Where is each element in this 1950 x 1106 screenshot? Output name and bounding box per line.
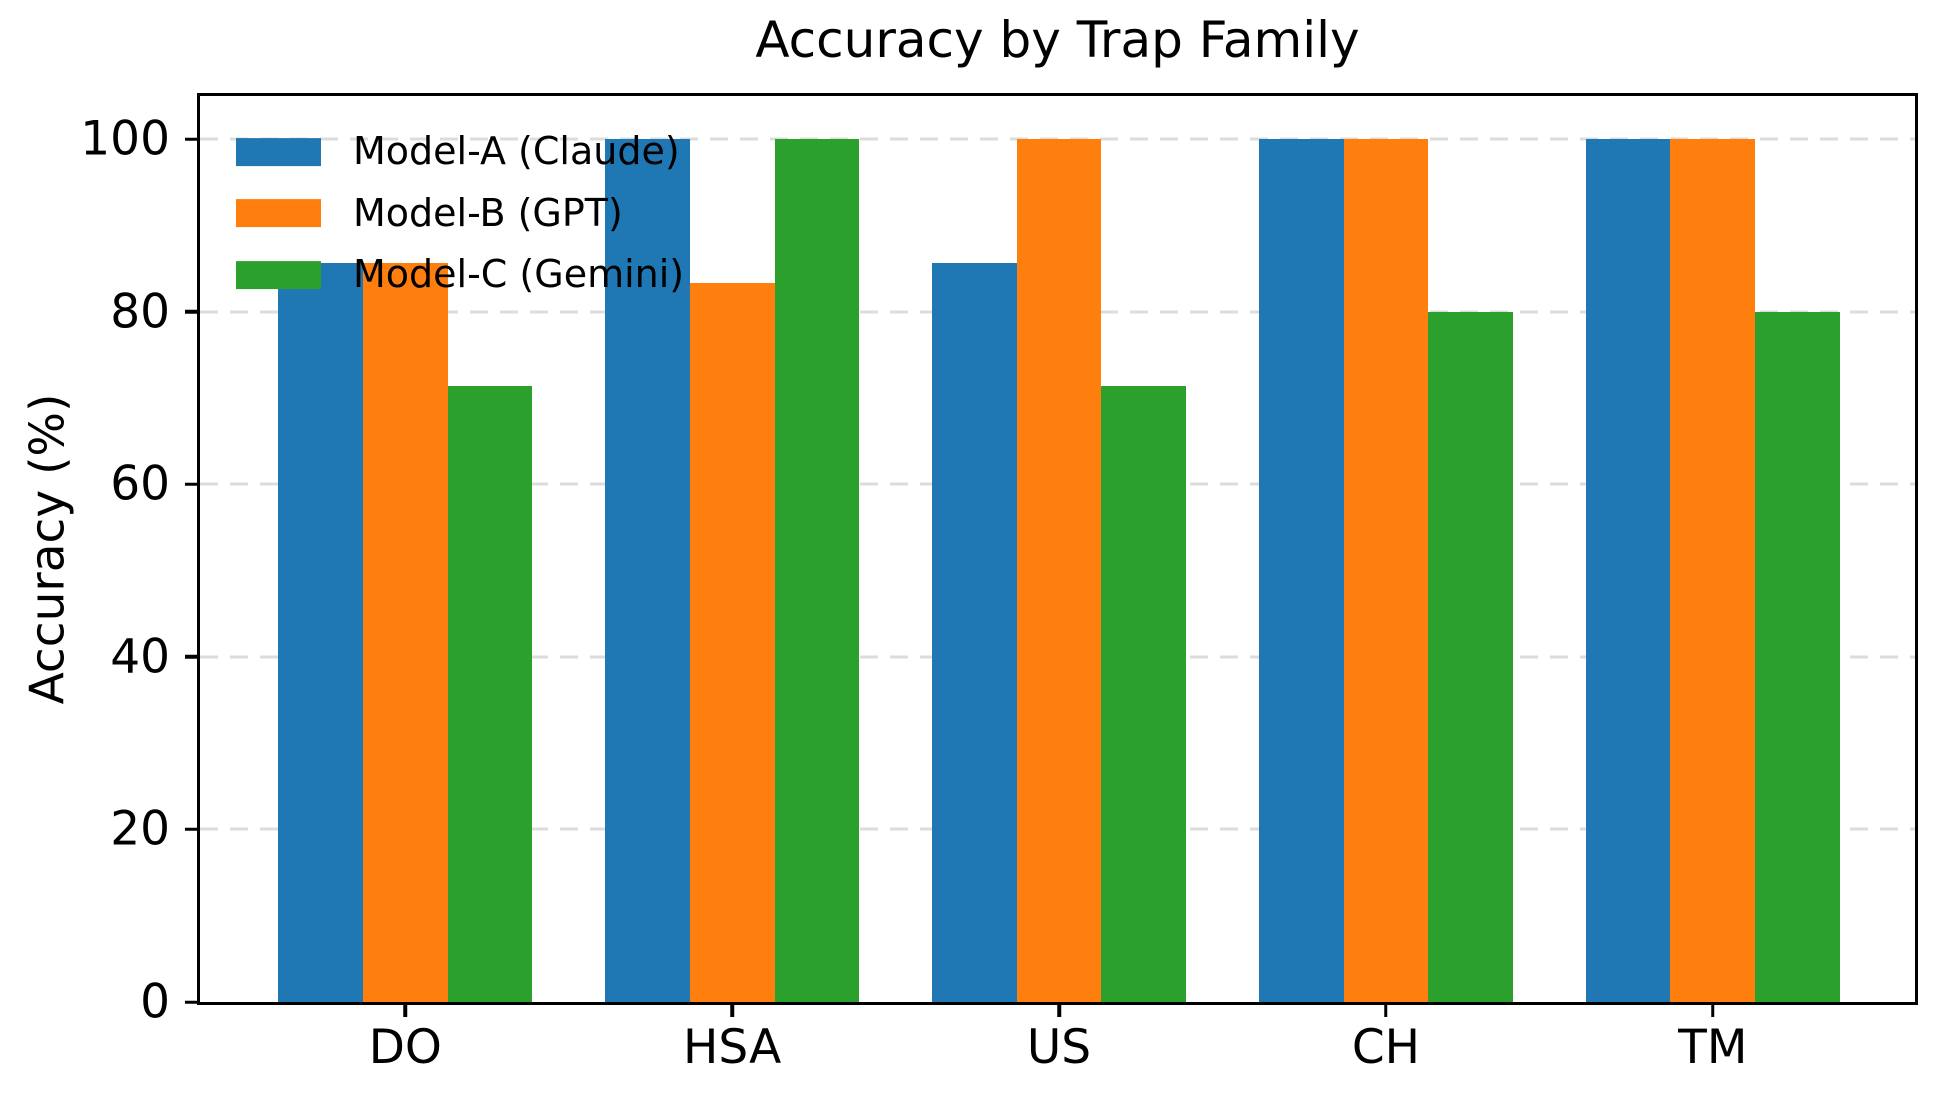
plot-area: 0 20 40 60 80 100 DO HSA US CH TM Model-A (Claude… [80, 93, 1918, 1071]
x-tick-label: CH [1351, 1020, 1421, 1075]
y-tick-label: 0 [140, 974, 170, 1030]
x-tick-mark [1711, 1004, 1715, 1017]
x-tick-mark [1384, 1004, 1388, 1017]
y-tick-mark [185, 655, 198, 659]
bar-hsa-series-1 [605, 139, 690, 1002]
legend-label: Model-B (GPT) [353, 190, 623, 235]
x-tick-label: DO [368, 1020, 442, 1075]
bar-tm-series-2 [1670, 139, 1756, 1002]
chart-title: Accuracy by Trap Family [755, 11, 1360, 69]
y-tick-mark [185, 137, 198, 141]
x-tick-mark [730, 1004, 734, 1017]
x-tick-mark [1057, 1004, 1061, 1017]
bar-hsa-series-3 [774, 139, 860, 1002]
legend-swatch-icon [236, 199, 321, 228]
x-tick-label: US [1026, 1020, 1092, 1075]
bar-do-series-2 [362, 262, 448, 1002]
y-tick-mark [185, 482, 198, 487]
x-tick-mark [403, 1004, 408, 1017]
bar-ch-series-2 [1343, 139, 1429, 1002]
bar-us-series-2 [1016, 139, 1102, 1002]
bar-tm-series-3 [1755, 311, 1840, 1002]
x-tick-label: TM [1678, 1020, 1748, 1075]
bar-us-series-1 [931, 262, 1017, 1002]
y-tick-mark [185, 827, 198, 832]
legend-swatch-icon [236, 137, 321, 166]
bar-do-series-3 [447, 385, 533, 1002]
y-tick-label: 40 [110, 629, 170, 685]
legend-item: Model-B (GPT) [236, 190, 623, 235]
bar-ch-series-3 [1428, 311, 1513, 1002]
y-tick-label: 100 [80, 111, 170, 167]
bar-hsa-series-2 [689, 283, 775, 1002]
y-tick-label: 60 [110, 456, 170, 512]
x-tick-label: HSA [683, 1020, 782, 1075]
bar-do-series-1 [278, 262, 363, 1002]
bar-ch-series-1 [1258, 139, 1344, 1002]
y-tick-label: 80 [110, 284, 170, 340]
y-tick-label: 20 [110, 801, 170, 857]
y-tick-mark [185, 1000, 198, 1004]
bar-tm-series-1 [1585, 139, 1671, 1002]
y-tick-mark [185, 309, 198, 314]
bar-us-series-3 [1101, 385, 1187, 1002]
